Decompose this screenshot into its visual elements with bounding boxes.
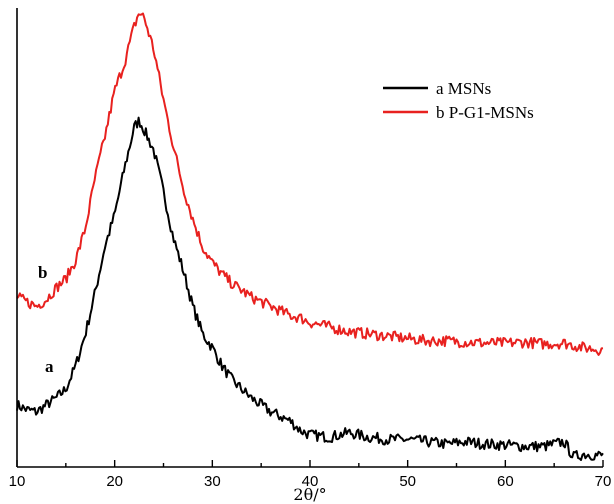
curve-label-a: a — [45, 357, 54, 376]
x-tick-label: 10 — [9, 473, 26, 490]
legend: a MSNs b P-G1-MSNs — [383, 79, 534, 122]
x-tick-label: 70 — [595, 473, 612, 490]
x-tick-label: 50 — [399, 473, 416, 490]
legend-label: b P-G1-MSNs — [436, 103, 534, 122]
axes — [16, 8, 603, 468]
plot-area — [16, 12, 604, 461]
x-tick-label: 30 — [204, 473, 221, 490]
legend-label: a MSNs — [436, 79, 491, 98]
curve-labels: ab — [38, 263, 54, 376]
curve-label-b: b — [38, 263, 47, 282]
x-tick-label: 60 — [497, 473, 514, 490]
x-ticks: 10 20 30 40 50 60 70 — [9, 460, 612, 490]
series-line-b — [16, 12, 604, 356]
x-tick-label: 40 — [302, 473, 319, 490]
series-line-a — [16, 116, 604, 461]
x-axis-title: 2θ/° — [293, 485, 326, 504]
x-tick-label: 20 — [106, 473, 123, 490]
